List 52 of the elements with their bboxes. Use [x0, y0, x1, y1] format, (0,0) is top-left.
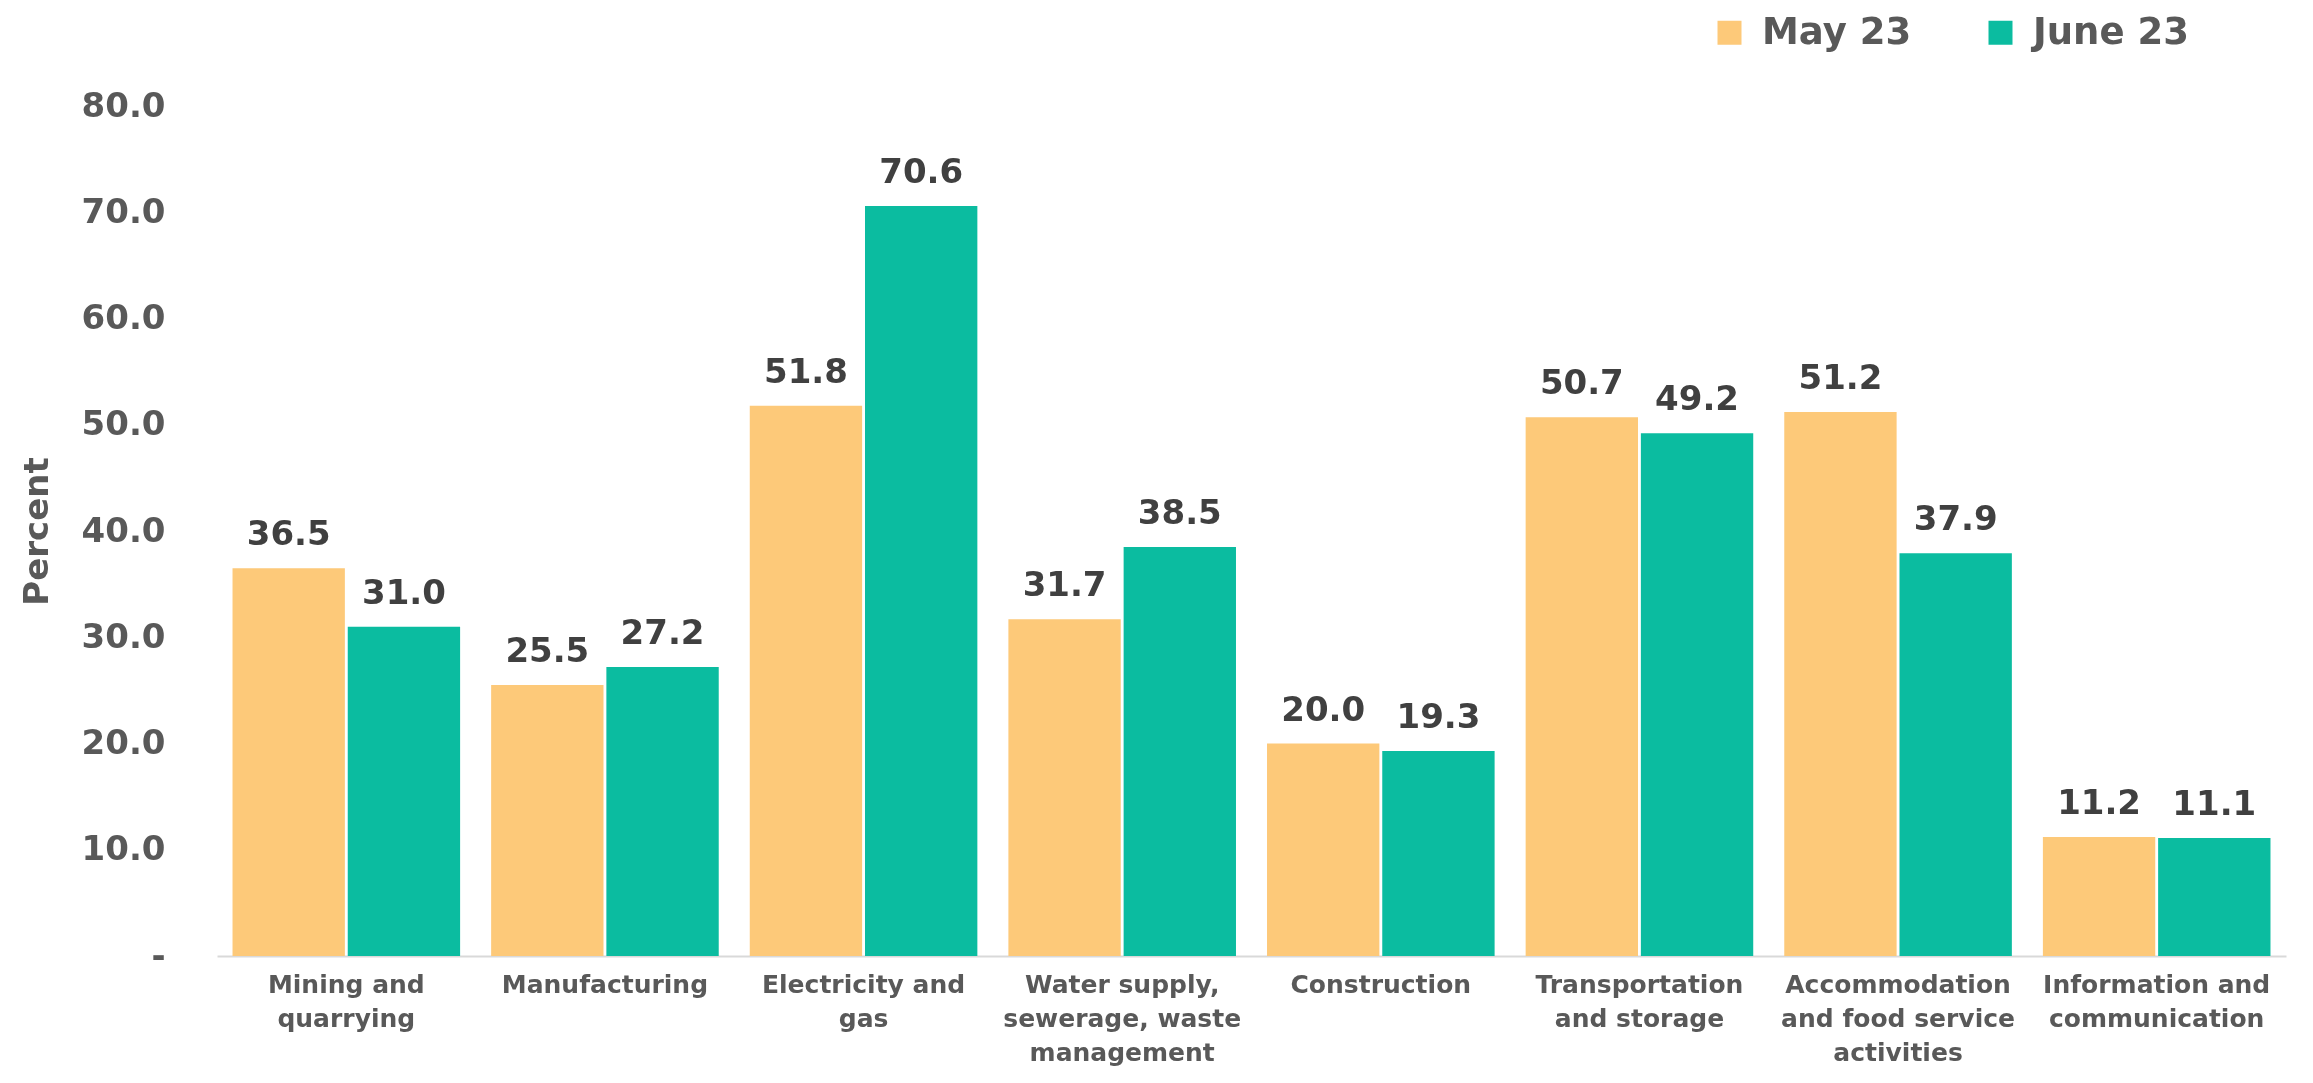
bar — [1123, 546, 1236, 956]
data-label: 25.5 — [505, 630, 590, 671]
x-tick-label: Accommodation and food service activities — [1781, 969, 2016, 1067]
x-tick-label: Transportation and storage — [1535, 969, 1744, 1033]
bar — [1525, 417, 1638, 956]
data-label: 38.5 — [1137, 491, 1222, 532]
data-label: 70.6 — [879, 150, 964, 191]
data-label: 11.2 — [2057, 782, 2142, 822]
data-label: 27.2 — [620, 612, 705, 652]
x-tick-label: Electricity and gas — [761, 969, 966, 1033]
x-tick-label: Construction — [1290, 969, 1472, 999]
bar — [1784, 412, 1897, 956]
y-tick-label: 70.0 — [81, 190, 166, 231]
bar — [2158, 838, 2271, 956]
y-tick-label: - — [151, 934, 166, 975]
data-label: 49.2 — [1655, 378, 1739, 419]
legend-label: May 23 — [1762, 9, 1912, 53]
legend-label: June 23 — [2030, 9, 2189, 53]
data-label: 31.7 — [1022, 564, 1107, 605]
y-tick-label: 50.0 — [81, 403, 166, 444]
bar — [865, 205, 978, 956]
y-tick-label: 80.0 — [81, 84, 166, 125]
data-label: 36.5 — [246, 513, 331, 554]
y-tick-label: 20.0 — [81, 722, 166, 762]
x-tick-label: Mining and quarrying — [267, 969, 425, 1033]
bar — [1008, 619, 1121, 956]
x-tick-label: Information and communication — [2043, 969, 2271, 1033]
bar — [1382, 750, 1495, 956]
bar — [347, 626, 461, 956]
data-label: 51.8 — [764, 350, 848, 391]
x-tick-label: Manufacturing — [501, 969, 709, 999]
bar — [232, 568, 345, 956]
data-label: 37.9 — [1913, 498, 1998, 539]
y-tick-label: 60.0 — [81, 297, 166, 337]
data-label: 11.1 — [2172, 783, 2257, 824]
y-tick-label: 10.0 — [81, 828, 166, 869]
bar — [606, 667, 719, 956]
bar — [749, 405, 863, 956]
bar — [1640, 433, 1754, 956]
y-axis-title: Percent — [15, 457, 56, 606]
x-tick-label: Water supply, sewerage, waste management — [1003, 969, 1242, 1067]
y-tick-label: 30.0 — [81, 615, 166, 656]
data-label: 51.2 — [1798, 357, 1883, 397]
data-label: 31.0 — [361, 571, 446, 612]
data-label: 20.0 — [1281, 688, 1366, 729]
data-label: 50.7 — [1539, 362, 1624, 403]
bar — [491, 685, 604, 956]
bar — [1267, 743, 1380, 956]
data-label: 19.3 — [1396, 695, 1481, 736]
bar — [2042, 837, 2156, 956]
y-tick-label: 40.0 — [81, 509, 166, 550]
bar — [1899, 553, 2012, 956]
